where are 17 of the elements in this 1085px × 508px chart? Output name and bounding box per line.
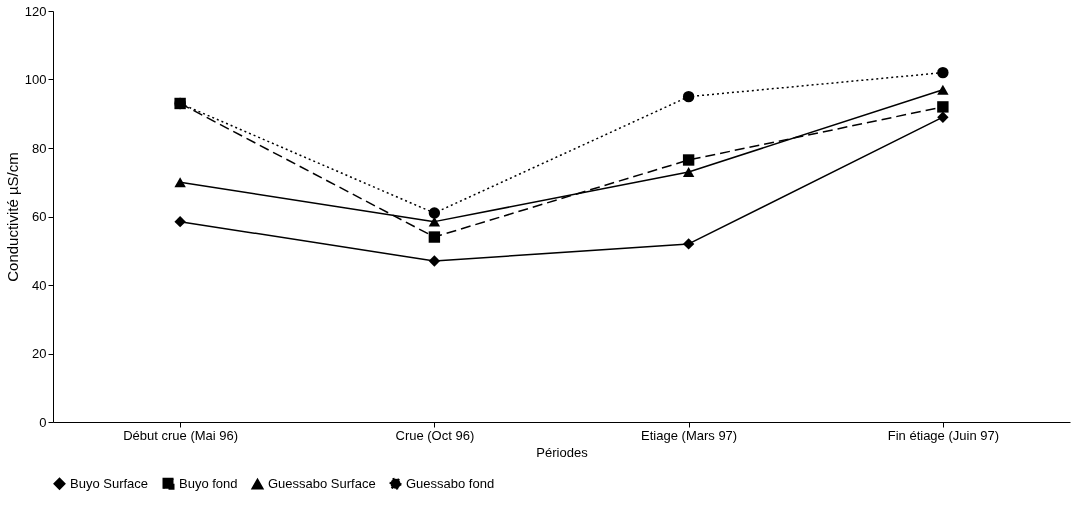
- x-tick-label: Début crue (Mai 96): [123, 427, 239, 443]
- x-tick-label: Crue (Oct 96): [395, 427, 475, 443]
- legend-label: Guessabo Surface: [268, 476, 376, 492]
- y-tick-label: 60: [32, 209, 47, 224]
- x-tick-label: Etiage (Mars 97): [641, 427, 738, 443]
- y-tick-label: 40: [32, 277, 47, 293]
- y-tick-label: 100: [24, 72, 47, 87]
- x-axis-title: Périodes: [536, 444, 589, 460]
- legend-label: Buyo Surface: [70, 475, 149, 491]
- legend-label: Guessabo fond: [406, 475, 495, 491]
- y-tick-label: 0: [39, 414, 47, 430]
- y-tick-label: 80: [32, 140, 47, 156]
- legend-label: Buyo fond: [179, 475, 238, 491]
- x-tick-label: Fin étiage (Juin 97): [887, 427, 1000, 443]
- y-tick-label: 120: [24, 3, 47, 19]
- y-tick-label: 20: [32, 346, 47, 361]
- y-axis-title: Conductivité µS/cm: [3, 152, 21, 282]
